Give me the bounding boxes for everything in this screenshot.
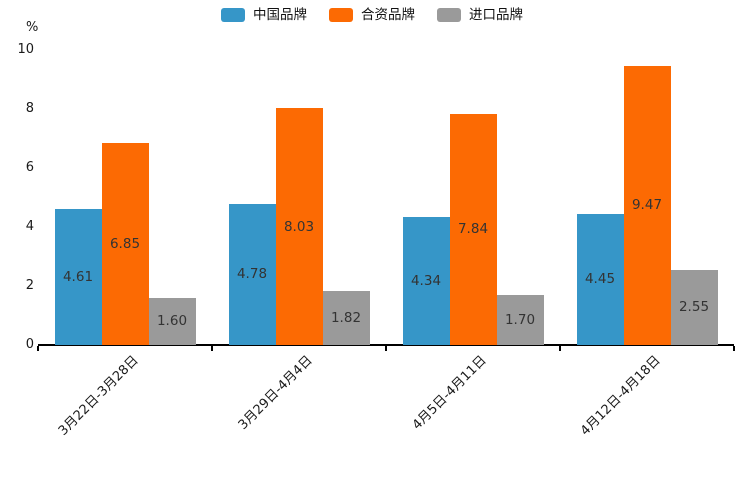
legend-item-2[interactable]: 合资品牌 (329, 6, 415, 24)
x-axis-category-label: 3月22日-3月28日 (55, 353, 142, 439)
x-axis-tick (211, 346, 213, 351)
bar-value-label: 1.60 (156, 313, 188, 330)
legend-swatch-icon (437, 8, 461, 22)
bar-value-label: 8.03 (283, 218, 315, 235)
y-tick-label: 4 (25, 219, 34, 234)
y-tick-label: 6 (25, 160, 34, 175)
bar-合资品牌-1: 6.85 (101, 142, 149, 345)
bar-进口品牌-2: 1.82 (322, 291, 370, 345)
y-tick-label: 8 (25, 101, 34, 116)
bar-合资品牌-2: 8.03 (275, 108, 323, 345)
x-axis-category-label: 3月29日-4月4日 (235, 353, 316, 433)
y-axis-unit-label: % (26, 20, 39, 35)
bar-value-label: 2.55 (678, 299, 710, 316)
x-axis-category-label: 4月12日-4月18日 (577, 353, 664, 439)
bar-合资品牌-3: 7.84 (449, 113, 497, 345)
y-tick-label: 10 (17, 42, 34, 57)
legend: 中国品牌 合资品牌 进口品牌 (0, 6, 744, 24)
x-axis-tick (37, 346, 39, 351)
bar-value-label: 4.34 (410, 272, 442, 289)
x-axis-tick (559, 346, 561, 351)
legend-swatch-icon (221, 8, 245, 22)
legend-item-1[interactable]: 中国品牌 (221, 6, 307, 24)
bar-value-label: 7.84 (457, 221, 489, 238)
y-tick-label: 0 (25, 337, 34, 352)
bar-value-label: 4.78 (236, 266, 268, 283)
x-axis-tick (733, 346, 735, 351)
bar-进口品牌-3: 1.70 (496, 294, 544, 345)
bar-合资品牌-4: 9.47 (623, 65, 671, 345)
bar-value-label: 4.61 (62, 268, 94, 285)
legend-swatch-icon (329, 8, 353, 22)
bar-中国品牌-1: 4.61 (54, 209, 102, 345)
legend-label: 中国品牌 (253, 7, 307, 23)
bar-中国品牌-4: 4.45 (576, 213, 624, 345)
legend-label: 进口品牌 (469, 7, 523, 23)
x-axis-category-label: 4月5日-4月11日 (409, 353, 490, 433)
x-axis-tick (385, 346, 387, 351)
bar-value-label: 1.82 (330, 310, 362, 327)
legend-item-3[interactable]: 进口品牌 (437, 6, 523, 24)
bar-value-label: 1.70 (504, 311, 536, 328)
bar-进口品牌-1: 1.60 (148, 297, 196, 345)
x-axis-line (38, 344, 734, 346)
bar-中国品牌-3: 4.34 (402, 216, 450, 345)
bar-进口品牌-4: 2.55 (670, 269, 718, 345)
y-tick-label: 2 (25, 278, 34, 293)
bar-value-label: 4.45 (584, 271, 616, 288)
bar-value-label: 9.47 (631, 197, 663, 214)
bar-中国品牌-2: 4.78 (228, 203, 276, 345)
bar-value-label: 6.85 (109, 235, 141, 252)
legend-label: 合资品牌 (361, 7, 415, 23)
